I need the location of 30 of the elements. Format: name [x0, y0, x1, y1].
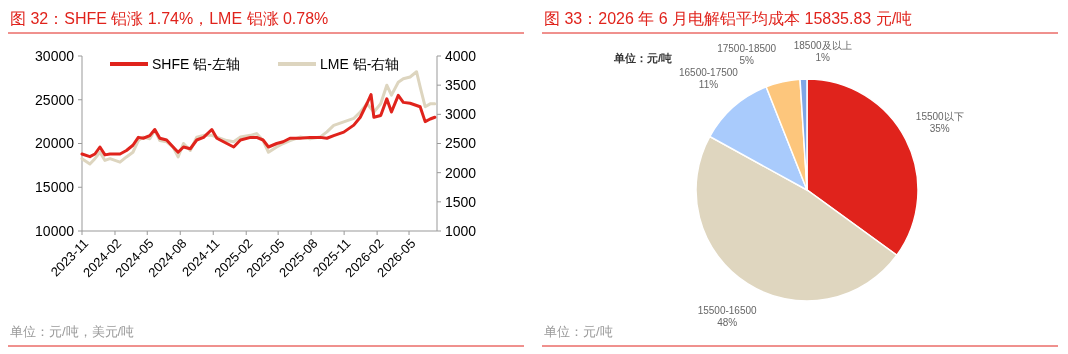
data-label: 1% — [815, 52, 830, 64]
chart-title: 图 33：2026 年 6 月电解铝平均成本 15835.83 元/吨 — [544, 10, 913, 27]
slice-label: 15500-16500 — [697, 304, 758, 316]
slice-label: 15500以下 — [915, 111, 964, 123]
line-series — [80, 93, 437, 159]
text: 单位：元/吨 — [544, 324, 613, 339]
y-tick-label: 20000 — [35, 135, 75, 152]
y2-tick-label: 2000 — [445, 164, 477, 181]
legend-label: SHFE 铝-左轴 — [152, 55, 240, 72]
y2-tick-label: 1500 — [445, 193, 477, 210]
y-tick-label: 25000 — [35, 91, 75, 108]
text: 单位：元/吨，美元/吨 — [10, 324, 135, 339]
y-tick-label: 30000 — [35, 47, 75, 64]
slice-label: 16500-17500 — [678, 67, 739, 79]
data-label: 11% — [698, 79, 719, 91]
data-label: 35% — [929, 123, 950, 135]
y2-tick-label: 1000 — [445, 222, 477, 239]
text: 单位：元/吨 — [613, 52, 673, 64]
slice-label: 18500及以上 — [793, 40, 852, 52]
y2-tick-label: 3000 — [445, 106, 477, 123]
data-label: 48% — [717, 316, 738, 328]
chart-title: 图 32：SHFE 铝涨 1.74%，LME 铝涨 0.78% — [10, 10, 329, 27]
slice-label: 17500-18500 — [717, 43, 777, 55]
y2-tick-label: 4000 — [445, 47, 477, 64]
y-tick-label: 10000 — [35, 222, 75, 239]
y2-tick-label: 3500 — [445, 77, 477, 94]
y-tick-label: 15000 — [35, 179, 75, 196]
legend-label: LME 铝-右轴 — [320, 55, 400, 72]
y2-tick-label: 2500 — [445, 135, 477, 152]
data-label: 5% — [739, 55, 755, 67]
